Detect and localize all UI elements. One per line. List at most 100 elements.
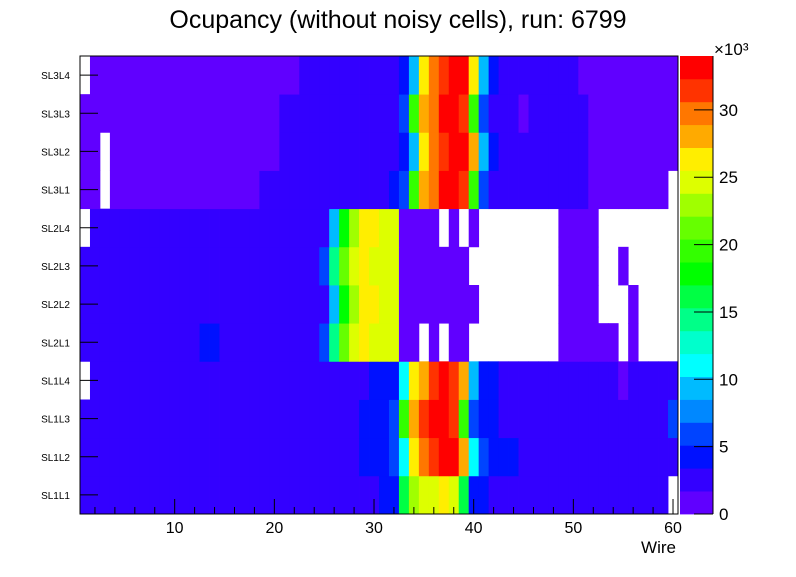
heatmap-cell xyxy=(608,437,619,477)
heatmap-cell xyxy=(528,132,539,171)
heatmap-cell xyxy=(448,132,460,171)
heatmap-cell xyxy=(369,246,380,286)
heatmap-cell xyxy=(448,94,460,133)
heatmap-cell xyxy=(289,475,300,515)
axes: 10 20 30 40 50 60 SL1L1 SL1L2 SL1L3 SL1L4 SL2L1 SL2… xyxy=(41,55,682,537)
heatmap-cell xyxy=(568,323,579,362)
heatmap-cell xyxy=(468,361,480,400)
heatmap-cell xyxy=(219,56,230,95)
heatmap-cell xyxy=(339,437,350,477)
heatmap-cell xyxy=(478,94,490,133)
heatmap-cell xyxy=(229,475,240,515)
heatmap-cell xyxy=(179,285,191,324)
heatmap-cell xyxy=(618,246,629,286)
heatmap-cell xyxy=(578,94,589,133)
heatmap-cell xyxy=(608,323,619,362)
heatmap-cell xyxy=(458,246,470,286)
heatmap-cell xyxy=(179,437,191,477)
heatmap-cell xyxy=(408,246,420,286)
heatmap-cell xyxy=(558,361,569,400)
heatmap-cell xyxy=(359,475,370,515)
heatmap-cell xyxy=(249,361,260,400)
heatmap-cell xyxy=(189,170,200,210)
heatmap-cell xyxy=(369,361,380,400)
heatmap-cell xyxy=(279,208,290,248)
heatmap-cell xyxy=(359,323,370,362)
heatmap-cell xyxy=(249,475,260,515)
heatmap-cell xyxy=(568,56,579,95)
heatmap-cell xyxy=(538,475,549,515)
heatmap-cell xyxy=(169,323,181,362)
heatmap-cell xyxy=(119,437,131,477)
heatmap-cell xyxy=(608,170,619,210)
heatmap-cell xyxy=(289,285,300,324)
heatmap-cell xyxy=(149,56,161,95)
heatmap-cell xyxy=(448,170,460,210)
heatmap-cell xyxy=(598,56,609,95)
heatmap-cell xyxy=(119,399,131,439)
heatmap-cell xyxy=(259,94,270,133)
heatmap-cell xyxy=(408,323,420,362)
heatmap-cell xyxy=(289,56,300,95)
heatmap-cell xyxy=(438,475,450,515)
heatmap-cell xyxy=(139,475,151,515)
chart-title: Ocupancy (without noisy cells), run: 679… xyxy=(169,6,626,34)
heatmap-cell xyxy=(598,170,609,210)
heatmap-cell xyxy=(249,132,260,171)
heatmap-cell xyxy=(199,56,210,95)
heatmap-cell xyxy=(259,285,270,324)
heatmap-cell xyxy=(588,323,599,362)
heatmap-cell xyxy=(398,475,410,515)
heatmap-cell xyxy=(418,56,430,95)
heatmap-cell xyxy=(349,170,360,210)
heatmap-cell xyxy=(239,475,250,515)
heatmap-cell xyxy=(628,323,639,362)
heatmap-cell xyxy=(388,475,400,515)
heatmap-cell xyxy=(159,437,171,477)
heatmap-cell xyxy=(608,399,619,439)
heatmap-cell xyxy=(508,170,519,210)
heatmap-cell xyxy=(219,208,230,248)
heatmap-cell xyxy=(618,170,629,210)
heatmap-cell xyxy=(239,94,250,133)
heatmap-cell xyxy=(638,361,649,400)
heatmap-cell xyxy=(249,94,260,133)
heatmap-cell xyxy=(159,94,171,133)
heatmap-cell xyxy=(239,437,250,477)
heatmap-cell xyxy=(488,399,499,439)
heatmap-cell xyxy=(628,56,639,95)
palette-band xyxy=(680,239,713,263)
heatmap-cell xyxy=(608,475,619,515)
heatmap-cell xyxy=(269,285,280,324)
heatmap-cell xyxy=(119,475,131,515)
heatmap-cell xyxy=(618,94,629,133)
heatmap-cell xyxy=(588,132,599,171)
x-tick-label: 40 xyxy=(465,520,483,537)
heatmap-cell xyxy=(259,132,270,171)
heatmap-cell xyxy=(189,285,200,324)
heatmap-cell xyxy=(468,170,480,210)
heatmap-cell xyxy=(299,132,310,171)
z-axis-multiplier: ×10³ xyxy=(714,40,749,59)
heatmap-cell xyxy=(229,285,240,324)
heatmap-cell xyxy=(379,399,390,439)
heatmap-cell xyxy=(299,56,310,95)
heatmap-cell xyxy=(608,361,619,400)
heatmap-cell xyxy=(119,208,131,248)
heatmap-cell xyxy=(398,208,410,248)
heatmap-cell xyxy=(139,361,151,400)
heatmap-cell xyxy=(129,208,141,248)
heatmap-cell xyxy=(468,208,480,248)
heatmap-cell xyxy=(379,285,390,324)
heatmap-cell xyxy=(588,246,599,286)
heatmap-cell xyxy=(359,94,370,133)
heatmap-cell xyxy=(498,475,509,515)
heatmap-cell xyxy=(498,170,509,210)
heatmap-cell xyxy=(119,170,131,210)
heatmap-cell xyxy=(518,361,529,400)
heatmap-cell xyxy=(359,361,370,400)
heatmap-cell xyxy=(219,475,230,515)
palette-tick-label: 15 xyxy=(719,303,738,322)
heatmap-cell xyxy=(339,323,350,362)
